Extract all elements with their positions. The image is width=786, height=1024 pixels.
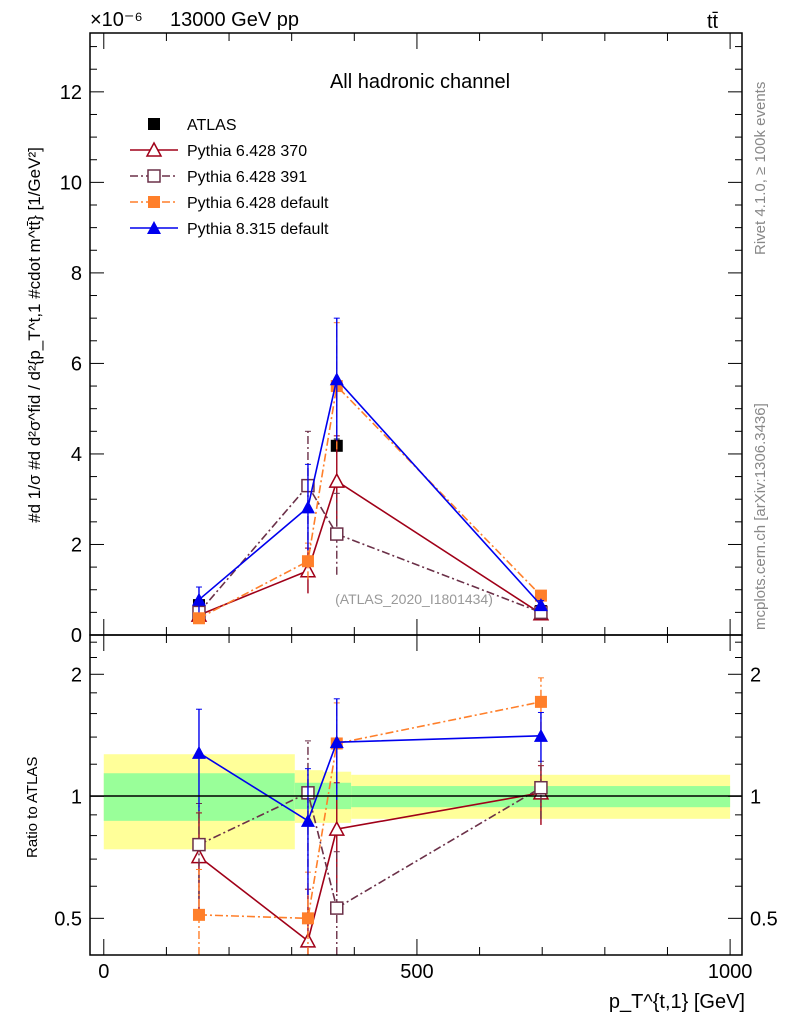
ratio-y-tick-label-right: 2 (750, 664, 761, 686)
data-point (534, 695, 547, 708)
legend-label: Pythia 6.428 370 (187, 143, 307, 160)
y-axis-label: #d 1/σ #d d²σ^fid / d²{p_T^t,1 #cdot m^t… (25, 147, 44, 523)
ratio-y-tick-label: 2 (71, 664, 82, 686)
legend-marker (145, 141, 163, 157)
ratio-y-axis-label: Ratio to ATLAS (24, 757, 41, 858)
data-point (192, 908, 205, 921)
data-point (191, 592, 206, 606)
y-tick-label: 0 (71, 625, 82, 647)
data-point (328, 820, 346, 836)
ratio-series (190, 677, 550, 955)
ratio-y-tick-label: 1 (71, 786, 82, 808)
data-point (192, 837, 206, 852)
legend-marker (147, 221, 161, 234)
data-point (192, 612, 205, 625)
data-point (300, 813, 315, 827)
exponent-label: ×10⁻⁶ (90, 9, 143, 31)
y-tick-label: 8 (71, 263, 82, 285)
series-line (198, 377, 542, 606)
y-tick-label: 10 (60, 172, 82, 194)
legend-label: Pythia 6.428 default (187, 195, 329, 212)
data-point (534, 589, 547, 602)
data-point (533, 598, 548, 612)
data-point (328, 472, 346, 488)
legend: ATLAS Pythia 6.428 370 Pythia 6.428 391 Pyt… (130, 117, 329, 238)
ratio-y-tick-label-right: 0.5 (750, 908, 778, 930)
series-line (198, 479, 542, 616)
x-tick-label: 0 (98, 961, 109, 983)
x-tick-label: 500 (400, 961, 433, 983)
series-line (198, 735, 541, 823)
ratio-bands (103, 754, 731, 850)
legend-marker (148, 196, 160, 208)
y-tick-label: 2 (71, 534, 82, 556)
data-point (301, 555, 314, 568)
data-point (534, 780, 548, 795)
data-point (299, 932, 317, 948)
watermark: (ATLAS_2020_I1801434) (335, 591, 493, 607)
series-line (198, 787, 542, 910)
data-point (330, 901, 344, 915)
data-point (330, 527, 344, 541)
legend-label: Pythia 6.428 391 (187, 169, 307, 186)
legend-marker (148, 118, 160, 130)
series-line (198, 792, 542, 943)
data-point (300, 500, 315, 514)
data-point (533, 728, 548, 742)
ratio-y-tick-label-right: 1 (750, 786, 761, 808)
series-line (198, 701, 542, 920)
y-tick-label: 6 (71, 353, 82, 375)
series-line (198, 484, 542, 614)
rivet-label: Rivet 4.1.0, ≥ 100k events (752, 82, 769, 255)
data-point (329, 735, 344, 749)
x-axis-label: p_T^{t,1} [GeV] (609, 991, 745, 1013)
chart-title: All hadronic channel (330, 71, 510, 93)
legend-label: Pythia 8.315 default (187, 221, 329, 238)
data-point (191, 745, 206, 759)
series-line (198, 384, 542, 619)
legend-label: ATLAS (187, 117, 237, 134)
data-point (329, 372, 344, 386)
ratio-frame (89, 634, 743, 956)
ratio-y-tick-label: 0.5 (54, 908, 82, 930)
mcplots-label: mcplots.cern.ch [arXiv:1306.3436] (752, 403, 769, 630)
main-series (190, 317, 550, 625)
x-tick-label: 1000 (708, 961, 753, 983)
legend-marker (147, 169, 161, 183)
data-point (301, 912, 314, 925)
energy-label: 13000 GeV pp (170, 9, 299, 31)
process-label: tt̄ (707, 11, 719, 33)
y-tick-label: 12 (60, 82, 82, 104)
y-tick-label: 4 (71, 444, 82, 466)
